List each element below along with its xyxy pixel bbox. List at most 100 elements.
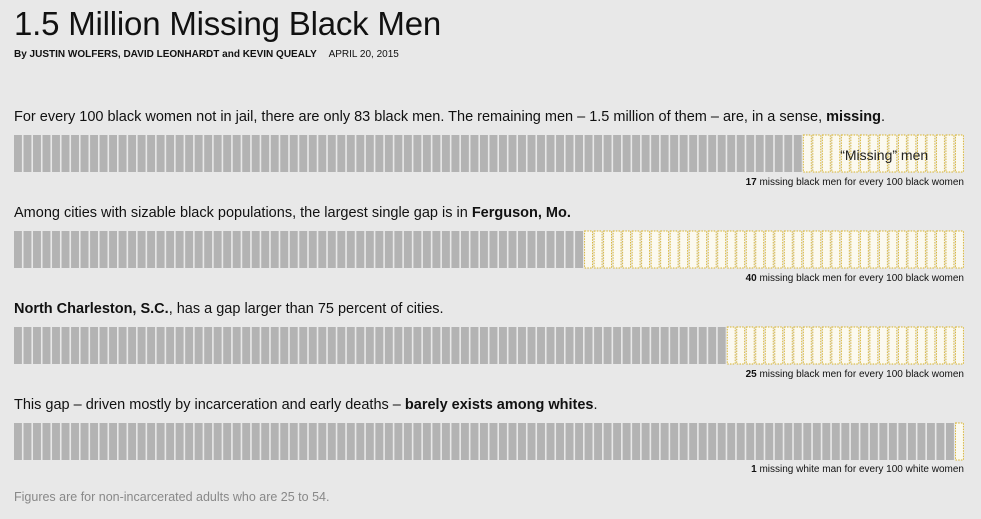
present-unit xyxy=(299,423,308,460)
present-unit xyxy=(33,327,41,364)
missing-unit xyxy=(783,230,793,269)
present-unit xyxy=(717,327,726,364)
row-1-note-value: 17 xyxy=(745,177,757,188)
missing-unit xyxy=(907,230,917,269)
row-1-unit-chart: “Missing” men xyxy=(14,134,964,173)
present-unit xyxy=(736,135,745,172)
present-unit xyxy=(23,135,32,172)
missing-unit xyxy=(802,230,812,269)
present-unit xyxy=(489,423,498,460)
row-4-text-after: . xyxy=(593,397,598,413)
present-unit xyxy=(137,135,146,172)
present-unit xyxy=(327,423,336,460)
present-unit xyxy=(679,327,688,364)
present-unit xyxy=(128,327,137,364)
missing-unit xyxy=(955,422,964,461)
missing-unit xyxy=(840,230,850,269)
missing-unit xyxy=(774,230,784,269)
present-unit xyxy=(917,423,926,460)
present-unit xyxy=(698,327,707,364)
row-1-note-text: missing black men for every 100 black wo… xyxy=(756,177,964,188)
present-unit xyxy=(194,135,203,172)
present-unit xyxy=(61,231,70,268)
present-unit xyxy=(403,423,412,460)
present-unit xyxy=(346,327,355,364)
present-unit xyxy=(422,231,431,268)
present-unit xyxy=(518,327,526,364)
missing-unit xyxy=(897,326,907,365)
present-unit xyxy=(289,327,298,364)
present-unit xyxy=(52,135,60,172)
present-unit xyxy=(118,231,127,268)
present-unit xyxy=(99,423,108,460)
row-3-note-text: missing black men for every 100 black wo… xyxy=(756,369,964,380)
missing-unit xyxy=(888,134,898,173)
present-unit xyxy=(394,423,403,460)
present-unit xyxy=(527,327,536,364)
present-unit xyxy=(784,135,793,172)
present-unit xyxy=(869,423,878,460)
present-unit xyxy=(299,327,308,364)
missing-unit xyxy=(698,230,708,269)
present-unit xyxy=(118,423,127,460)
missing-unit xyxy=(679,230,689,269)
present-unit xyxy=(375,135,384,172)
row-3-note-value: 25 xyxy=(745,369,757,380)
missing-unit xyxy=(603,230,612,269)
present-unit xyxy=(356,135,365,172)
missing-unit xyxy=(793,326,803,365)
present-unit xyxy=(109,327,118,364)
present-unit xyxy=(394,231,403,268)
present-unit xyxy=(156,135,165,172)
present-unit xyxy=(670,135,679,172)
missing-unit xyxy=(660,230,670,269)
present-unit xyxy=(185,231,194,268)
row-1-text-after: . xyxy=(880,109,885,125)
present-unit xyxy=(327,327,336,364)
present-unit xyxy=(242,231,251,268)
present-unit xyxy=(61,423,70,460)
missing-unit xyxy=(726,326,736,365)
present-unit xyxy=(337,327,346,364)
row-1-text-bold: missing xyxy=(826,109,881,125)
present-unit xyxy=(384,327,393,364)
row-4-text: This gap – driven mostly by incarceratio… xyxy=(14,396,598,414)
missing-unit xyxy=(926,230,936,269)
present-unit xyxy=(556,327,564,364)
present-unit xyxy=(546,327,555,364)
missing-unit xyxy=(831,134,841,173)
present-unit xyxy=(223,231,232,268)
present-unit xyxy=(109,423,118,460)
present-unit xyxy=(565,327,574,364)
present-unit xyxy=(546,231,555,268)
present-unit xyxy=(575,327,583,364)
present-unit xyxy=(641,423,650,460)
row-4-note-text: missing white man for every 100 white wo… xyxy=(756,464,964,475)
present-unit xyxy=(679,135,688,172)
missing-unit xyxy=(612,230,622,269)
present-unit xyxy=(831,423,840,460)
present-unit xyxy=(860,423,869,460)
present-unit xyxy=(479,135,488,172)
present-unit xyxy=(42,135,51,172)
present-unit xyxy=(774,135,783,172)
present-unit xyxy=(280,327,289,364)
missing-unit xyxy=(802,134,812,173)
present-unit xyxy=(641,327,650,364)
present-unit xyxy=(251,423,260,460)
missing-unit xyxy=(840,134,850,173)
present-unit xyxy=(99,327,108,364)
present-unit xyxy=(603,327,612,364)
present-unit xyxy=(622,327,631,364)
missing-unit xyxy=(936,134,945,173)
present-unit xyxy=(280,135,289,172)
present-unit xyxy=(527,423,536,460)
present-unit xyxy=(755,135,764,172)
present-unit xyxy=(708,135,717,172)
present-unit xyxy=(613,135,622,172)
present-unit xyxy=(613,423,622,460)
present-unit xyxy=(641,135,650,172)
present-unit xyxy=(71,327,79,364)
missing-unit xyxy=(917,134,926,173)
missing-unit xyxy=(840,326,850,365)
